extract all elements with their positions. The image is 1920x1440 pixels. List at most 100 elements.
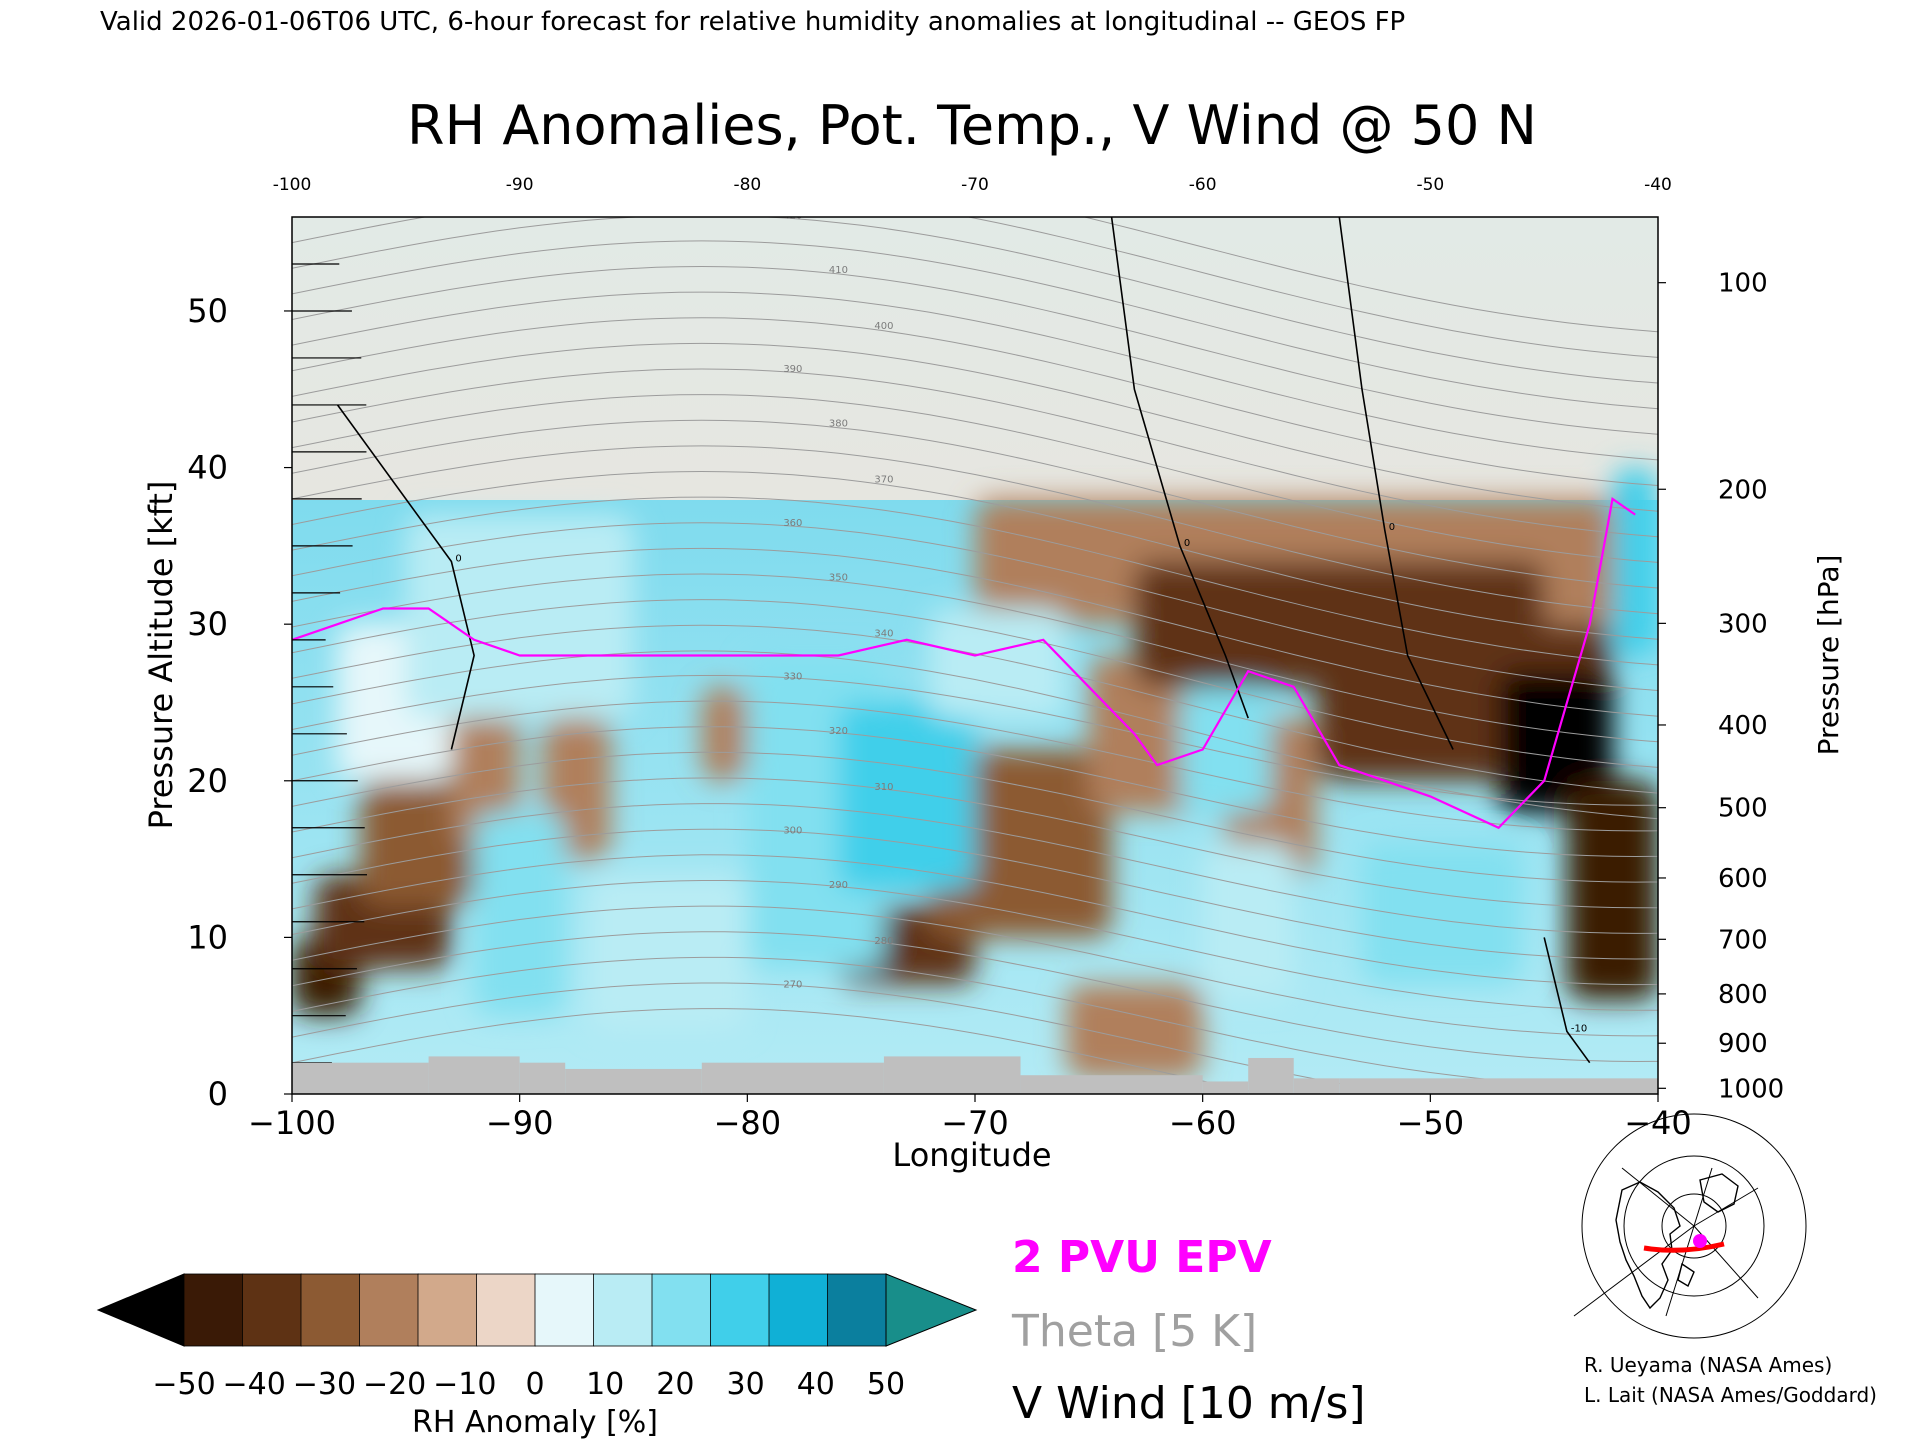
colorbar-tick-label: −10 <box>433 1367 496 1402</box>
vwind-contours: 0 0 0 -10 <box>336 217 1591 1064</box>
theta-contour-label: 310 <box>874 782 893 793</box>
y-axis-label-left: Pressure Altitude [kft] <box>142 481 180 830</box>
terrain-block <box>292 1062 429 1094</box>
theta-contour-line <box>292 624 1658 794</box>
vwind-contour-label: 0 <box>1184 538 1190 549</box>
colorbar-tick-label: −50 <box>152 1367 215 1402</box>
terrain-block <box>1339 1078 1658 1094</box>
colorbar-tick-label: 30 <box>727 1367 765 1402</box>
theta-contour-line <box>292 496 1658 666</box>
pressure-tick-label: 400 <box>1718 711 1768 741</box>
y-tick-label: 40 <box>187 449 228 487</box>
theta-contour-line <box>292 1008 1266 1094</box>
theta-contour-label: 390 <box>783 364 802 375</box>
x-tick-label: −40 <box>1624 1104 1692 1142</box>
vwind-contour-label: 0 <box>455 554 461 565</box>
rh-cell <box>838 702 975 891</box>
colorbar-tick-label: 50 <box>867 1367 905 1402</box>
legend-theta: Theta [5 K] <box>1011 1306 1257 1357</box>
credit-line-1: R. Ueyama (NASA Ames) <box>1584 1353 1832 1377</box>
terrain-block <box>428 1056 520 1094</box>
section-marker <box>1693 1234 1707 1248</box>
theta-contour-label: 290 <box>829 880 848 891</box>
credit-line-2: L. Lait (NASA Ames/Goddard) <box>1584 1383 1877 1407</box>
legend-epv: 2 PVU EPV <box>1012 1232 1272 1283</box>
rh-cell <box>1566 780 1658 1001</box>
theta-contour-line <box>292 931 1658 1063</box>
vwind-contour-label: -10 <box>1571 1023 1587 1034</box>
top-tick-label: -40 <box>1644 175 1672 195</box>
colorbar-arrow-low <box>96 1273 185 1347</box>
theta-contour-line <box>292 650 1658 820</box>
pressure-tick-label: 100 <box>1718 269 1768 299</box>
x-tick-label: −60 <box>1169 1104 1237 1142</box>
pressure-tick-label: 900 <box>1718 1029 1768 1059</box>
rh-anomaly-field <box>292 467 1658 1079</box>
rh-cell <box>1066 984 1203 1079</box>
rh-cell <box>929 608 1067 719</box>
theta-contour-label: 380 <box>829 419 848 430</box>
theta-contour-line <box>292 368 1658 538</box>
colorbar-label: RH Anomaly [%] <box>412 1405 658 1440</box>
terrain-block <box>519 1062 566 1094</box>
rh-cell <box>1202 843 1294 1001</box>
theta-contour-line <box>292 675 1658 806</box>
theta-contour-line <box>292 599 1658 768</box>
y-tick-label: 50 <box>187 292 228 330</box>
colorbar-tick-label: 40 <box>797 1367 835 1402</box>
rh-cell <box>1612 467 1658 656</box>
valid-time-header: Valid 2026-01-06T06 UTC, 6-hour forecast… <box>100 7 1405 37</box>
colorbar-segment <box>651 1273 712 1347</box>
colorbar-segment <box>710 1273 770 1347</box>
colorbar-segment <box>593 1273 653 1347</box>
theta-contour-label: 360 <box>783 518 802 529</box>
pressure-axis-ticks: 100 200 300 400 500 600 700 800 900 1000 <box>1658 269 1784 1104</box>
top-tick-label: -60 <box>1189 175 1217 195</box>
theta-contour-label: 410 <box>829 265 848 276</box>
pressure-tick-label: 700 <box>1718 925 1768 955</box>
pressure-tick-label: 600 <box>1718 864 1768 894</box>
theta-contour-line <box>292 217 1658 358</box>
colorbar-tick-label: 20 <box>656 1367 694 1402</box>
theta-contour-line <box>292 828 1658 960</box>
theta-contour-label: 270 <box>783 979 802 990</box>
plot-area: 420 410 400 390 380 370 360 350 340 330 320 310 300 2… <box>292 210 1658 1094</box>
theta-contour-line <box>292 573 1658 743</box>
theta-contour-line <box>292 547 1658 717</box>
x-tick-label: −50 <box>1397 1104 1465 1142</box>
top-tick-label: -70 <box>961 175 989 195</box>
pressure-tick-label: 800 <box>1718 980 1768 1010</box>
theta-contour-line <box>292 240 1658 410</box>
theta-contour-line <box>292 419 1658 589</box>
rh-cell <box>1362 843 1522 985</box>
rh-cell <box>405 514 634 719</box>
terrain-block <box>1202 1081 1249 1094</box>
vwind-contour-line <box>336 404 475 750</box>
theta-contour-label: 400 <box>874 321 893 332</box>
top-axis-ticks: -100 -90 -80 -70 -60 -50 -40 <box>273 175 1672 195</box>
epv-line <box>292 497 1636 830</box>
y-axis-ticks: 0 10 20 30 40 50 <box>187 292 292 1113</box>
theta-contour-label: 350 <box>829 572 848 583</box>
colorbar-segment <box>300 1273 361 1347</box>
pressure-tick-label: 1000 <box>1718 1074 1784 1104</box>
top-tick-label: -80 <box>733 175 761 195</box>
section-line <box>1643 1241 1725 1253</box>
x-tick-label: −70 <box>941 1104 1009 1142</box>
vwind-contour-line <box>1338 217 1454 750</box>
colorbar-segment <box>827 1273 887 1347</box>
colorbar-arrow-high <box>885 1273 978 1347</box>
theta-contour-line <box>292 726 1658 858</box>
terrain-block <box>883 1056 1021 1094</box>
colorbar-tick-label: −20 <box>363 1367 426 1402</box>
theta-contour-line <box>292 217 1658 333</box>
colorbar-tick-label: 0 <box>525 1367 544 1402</box>
x-tick-label: −90 <box>486 1104 554 1142</box>
y-tick-label: 20 <box>187 762 228 800</box>
theta-contour-label: 420 <box>783 210 802 221</box>
theta-contour-line <box>292 956 1658 1088</box>
theta-contour-line <box>292 880 1658 1011</box>
top-tick-label: -100 <box>273 175 312 195</box>
terrain-mask <box>292 1056 1658 1094</box>
